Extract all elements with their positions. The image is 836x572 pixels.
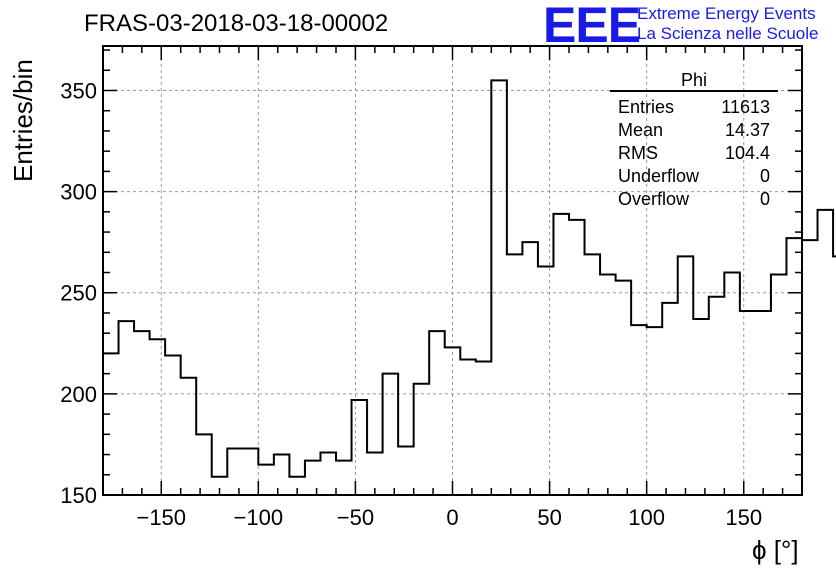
axis-ticks xyxy=(102,46,803,496)
x-axis-label: ϕ [°] xyxy=(752,535,799,565)
x-tick-label: −150 xyxy=(136,505,186,530)
x-tick-label: 50 xyxy=(537,505,561,530)
x-tick-label: −50 xyxy=(337,505,374,530)
stats-label: Entries xyxy=(618,97,675,117)
stats-row: Entries 11613 xyxy=(610,96,778,119)
plot-title: FRAS-03-2018-03-18-00002 xyxy=(84,10,389,37)
x-tick-label: 100 xyxy=(628,505,665,530)
histogram-line xyxy=(103,79,836,478)
stats-value: 11613 xyxy=(721,97,770,117)
logo-line-1: Extreme Energy Events xyxy=(637,4,816,23)
stats-row: RMS 104.4 xyxy=(610,142,778,165)
stats-value: 104.4 xyxy=(724,143,770,163)
y-tick-label: 350 xyxy=(60,78,97,103)
y-axis-label: Entries/bin xyxy=(8,59,38,182)
y-tick-label: 150 xyxy=(60,483,97,508)
x-tick-label: 0 xyxy=(446,505,458,530)
stats-title: Phi xyxy=(610,70,778,92)
axis-tick-labels: −150 −100 −50 0 50 100 150 150 200 250 300 350 xyxy=(60,78,762,530)
stats-value: 0 xyxy=(759,166,770,186)
stats-label: Overflow xyxy=(618,189,690,209)
stats-value: 0 xyxy=(759,189,770,209)
y-tick-label: 200 xyxy=(60,382,97,407)
stats-row: Underflow 0 xyxy=(610,165,778,188)
stats-row: Overflow 0 xyxy=(610,188,778,211)
stats-label: RMS xyxy=(618,143,658,163)
eee-logo: EEE xyxy=(543,0,641,53)
grid-lines xyxy=(103,46,802,496)
stats-box: Phi Entries 11613 Mean 14.37 RMS 104.4 U… xyxy=(610,70,778,211)
stats-row: Mean 14.37 xyxy=(610,119,778,142)
y-tick-label: 250 xyxy=(60,281,97,306)
x-tick-label: −100 xyxy=(234,505,284,530)
stats-value: 14.37 xyxy=(724,120,770,140)
stats-label: Mean xyxy=(618,120,664,140)
x-tick-label: 150 xyxy=(725,505,762,530)
y-tick-label: 300 xyxy=(60,180,97,205)
logo-line-2: La Scienza nelle Scuole xyxy=(637,24,819,43)
stats-label: Underflow xyxy=(618,166,700,186)
